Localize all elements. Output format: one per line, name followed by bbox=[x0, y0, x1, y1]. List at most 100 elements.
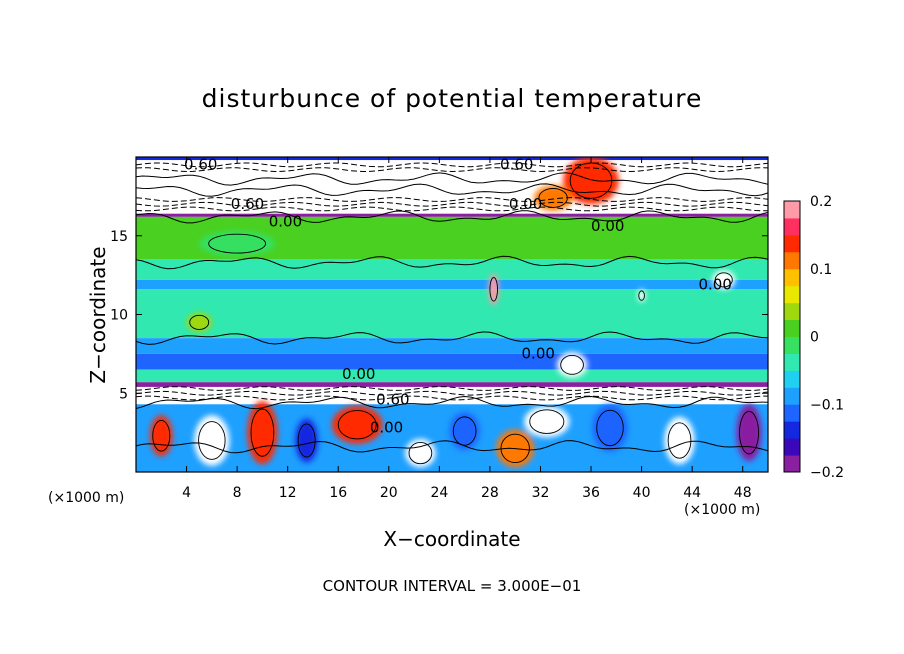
field-anomaly bbox=[247, 401, 278, 465]
contour-closed bbox=[538, 188, 568, 208]
contour-closed bbox=[596, 409, 624, 447]
contour-interval-note: CONTOUR INTERVAL = 3.000E−01 bbox=[322, 577, 582, 595]
y-tick-label: 10 bbox=[110, 308, 128, 324]
field-anomaly bbox=[524, 405, 570, 438]
x-tick-label: 24 bbox=[430, 485, 448, 501]
contour-dashed bbox=[136, 162, 768, 168]
contour-dashed bbox=[136, 206, 768, 212]
contour-closed bbox=[152, 419, 171, 452]
contour-label-group: 0.60 0.600.600.000.000.000.000.000.000.60… bbox=[184, 156, 732, 437]
field-anomaly bbox=[149, 415, 173, 457]
contour-label: 0.00 bbox=[370, 419, 403, 437]
field-band bbox=[136, 157, 768, 161]
x-tick-label: 20 bbox=[380, 485, 398, 501]
y-tick-label: 15 bbox=[110, 229, 128, 245]
contour-label: 0.00 bbox=[509, 195, 542, 213]
field-band bbox=[136, 353, 768, 370]
colorbar-swatch bbox=[784, 438, 800, 456]
contour-closed bbox=[208, 233, 267, 254]
x-tick-label: 48 bbox=[734, 485, 752, 501]
contour-label: 0.00 bbox=[342, 365, 375, 383]
contour-closed bbox=[714, 272, 733, 288]
contour-label: 0.60 bbox=[500, 156, 533, 174]
contour-closed bbox=[189, 314, 210, 330]
field-band bbox=[136, 279, 768, 290]
colorbar-swatch bbox=[784, 387, 800, 405]
contour-solid bbox=[136, 331, 768, 345]
field-anomaly bbox=[186, 312, 212, 332]
colorbar: 0.2 0.1 0 −0.1 −0.2 bbox=[783, 194, 844, 481]
contour-closed bbox=[529, 409, 565, 434]
contour-closed bbox=[250, 408, 275, 457]
contour-dashed bbox=[136, 201, 768, 207]
contour-solid bbox=[136, 210, 768, 224]
x-tick-label: 40 bbox=[633, 485, 651, 501]
contour-label: 0.00 bbox=[522, 345, 555, 363]
x-tick-label: 8 bbox=[233, 485, 242, 501]
field-band bbox=[136, 382, 768, 387]
x-axis-ticks: 4 8 12 16 20 24 28 32 36 40 44 48 bbox=[182, 157, 752, 501]
contour-solid bbox=[136, 255, 768, 270]
colorbar-swatch bbox=[784, 319, 800, 337]
colorbar-tick-label: 0 bbox=[810, 330, 819, 346]
colorbar-tick-label: 0.2 bbox=[810, 194, 832, 210]
contour-closed bbox=[500, 433, 530, 464]
contour-solid bbox=[136, 395, 768, 410]
contour-closed bbox=[560, 354, 584, 375]
colorbar-tick-label: 0.1 bbox=[810, 262, 832, 278]
contour-solid bbox=[136, 172, 768, 186]
contour-closed bbox=[739, 410, 759, 455]
field-anomaly bbox=[405, 438, 436, 468]
x-unit-right: (×1000 m) bbox=[684, 502, 761, 518]
contour-closed bbox=[337, 410, 377, 440]
contour-closed bbox=[489, 277, 498, 302]
contour-closed bbox=[297, 423, 316, 458]
contour-label: 0.60 bbox=[376, 390, 409, 408]
field-band bbox=[136, 213, 768, 217]
x-tick-label: 44 bbox=[683, 485, 701, 501]
x-tick-label: 12 bbox=[279, 485, 297, 501]
field-band bbox=[136, 160, 768, 202]
x-tick-label: 36 bbox=[582, 485, 600, 501]
colorbar-swatch bbox=[784, 455, 800, 473]
field-band bbox=[136, 289, 768, 339]
colorbar-swatch bbox=[784, 201, 800, 219]
contour-dashed bbox=[136, 390, 768, 396]
field-anomaly bbox=[556, 352, 588, 378]
field-anomaly bbox=[295, 418, 319, 463]
field-band bbox=[136, 338, 768, 354]
contour-dashed bbox=[136, 167, 768, 173]
contour-dashed bbox=[136, 395, 768, 401]
contour-label: 0.00 bbox=[591, 217, 624, 235]
contour-closed bbox=[638, 290, 645, 301]
x-tick-label: 16 bbox=[329, 485, 347, 501]
y-axis-ticks: 5 10 15 bbox=[110, 229, 768, 402]
field-anomaly bbox=[194, 415, 230, 466]
field-anomaly bbox=[592, 404, 628, 452]
contour-label: 0.60 bbox=[231, 195, 264, 213]
colorbar-swatch bbox=[784, 268, 800, 287]
contour-label: 0.00 bbox=[698, 275, 731, 293]
colorbar-swatch bbox=[784, 234, 800, 253]
potential-temperature-field bbox=[136, 157, 768, 472]
field-anomaly bbox=[199, 231, 276, 257]
colorbar-swatch bbox=[784, 370, 800, 388]
field-band bbox=[136, 369, 768, 383]
colorbar-swatch bbox=[784, 251, 800, 270]
chart-title: disturbunce of potential temperature bbox=[201, 84, 703, 113]
field-band bbox=[136, 259, 768, 280]
field-anomaly bbox=[534, 185, 573, 211]
colorbar-swatch bbox=[784, 421, 800, 439]
contour-solid bbox=[136, 440, 768, 454]
y-axis-label: Z−coordinate bbox=[86, 246, 110, 384]
colorbar-swatch bbox=[784, 353, 800, 371]
x-unit-left: (×1000 m) bbox=[48, 490, 125, 506]
colorbar-tick-label: −0.2 bbox=[810, 465, 844, 481]
field-anomaly bbox=[664, 416, 695, 465]
x-axis-label: X−coordinate bbox=[383, 527, 521, 551]
contour-lines bbox=[136, 162, 768, 465]
field-anomaly bbox=[736, 404, 762, 461]
contour-closed bbox=[452, 416, 477, 446]
contour-closed bbox=[667, 422, 692, 459]
